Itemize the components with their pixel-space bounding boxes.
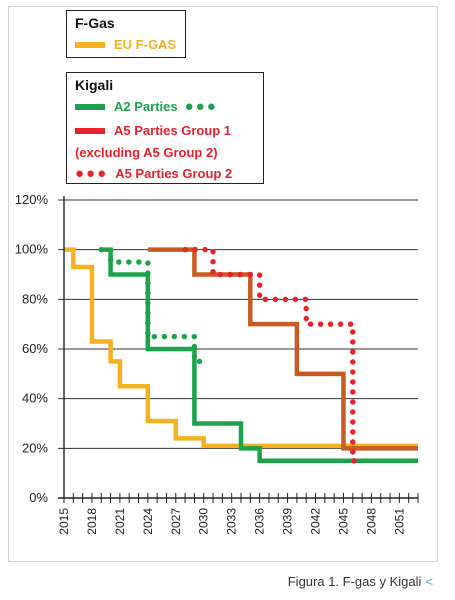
x-tick-label: 2042 — [309, 508, 323, 535]
legend-swatch-eu — [75, 41, 105, 48]
x-tick-label: 2018 — [85, 508, 99, 535]
caption-arrow-icon[interactable]: < — [425, 574, 433, 589]
x-tick-label: 2024 — [141, 508, 155, 535]
legend-fgas: F-Gas EU F-GAS — [66, 10, 186, 58]
y-tick-label: 20% — [22, 440, 48, 455]
legend-item-a5g1-sub: (excluding A5 Group 2) — [75, 145, 218, 160]
legend-swatch-a5g1 — [75, 127, 105, 134]
line-chart: 0% 20% 40% 60% 80% 100% 120% 2015 2018 2021 2024 20… — [15, 192, 419, 535]
series-line-a2-parties-dotted — [98, 246, 207, 365]
series-line-a2-parties-solid — [101, 247, 418, 463]
series-line-eu-f-gas-solid — [64, 247, 418, 449]
legend-item-a5g2: ●●● A5 Parties Group 2 — [75, 164, 233, 182]
y-tick-label: 80% — [22, 291, 48, 306]
y-tick-label: 120% — [15, 192, 49, 207]
legend-kigali: Kigali A2 Parties ●●● A5 Parties Group 1… — [66, 72, 264, 184]
legend-label-eu: EU F-GAS — [114, 37, 177, 52]
x-tick-label: 2033 — [225, 508, 239, 535]
y-tick-label: 0% — [29, 490, 48, 505]
caption-text: Figura 1. F-gas y Kigali — [287, 574, 422, 589]
x-tick-label: 2030 — [197, 508, 211, 535]
x-tick-label: 2051 — [392, 508, 406, 535]
y-tick-label: 40% — [22, 391, 48, 406]
x-tick-label: 2039 — [281, 508, 295, 535]
x-tick-label: 2045 — [336, 508, 350, 535]
legend-item-a5g1: A5 Parties Group 1 — [75, 123, 231, 138]
legend-item-eu-fgas: EU F-GAS — [75, 37, 176, 52]
y-tick-label: 100% — [15, 242, 49, 257]
legend-label-a5g1-sub: (excluding A5 Group 2) — [75, 145, 218, 160]
figure-caption: Figura 1. F-gas y Kigali < — [288, 574, 433, 589]
legend-label-a2: A2 Parties — [114, 99, 178, 114]
legend-label-a5g1: A5 Parties Group 1 — [114, 123, 232, 138]
legend-dots-a2: ●●● — [184, 97, 218, 115]
x-tick-label: 2021 — [113, 508, 127, 535]
x-tick-label: 2036 — [253, 508, 267, 535]
legend-item-a2: A2 Parties ●●● — [75, 99, 218, 114]
x-tick-label: 2015 — [57, 508, 71, 535]
legend-label-a5g2: A5 Parties Group 2 — [115, 166, 233, 181]
x-tick-label: 2027 — [169, 508, 183, 535]
series-line-a5-parties-group-1-solid — [147, 247, 418, 451]
y-tick-label: 60% — [22, 341, 48, 356]
legend-dots-a5g2: ●●● — [75, 164, 109, 182]
legend-kigali-title: Kigali — [75, 77, 114, 93]
legend-fgas-title: F-Gas — [75, 15, 115, 31]
legend-swatch-a2 — [75, 103, 105, 110]
x-tick-label: 2048 — [364, 508, 378, 535]
series-line-a5-parties-group-2-dotted — [182, 246, 365, 464]
